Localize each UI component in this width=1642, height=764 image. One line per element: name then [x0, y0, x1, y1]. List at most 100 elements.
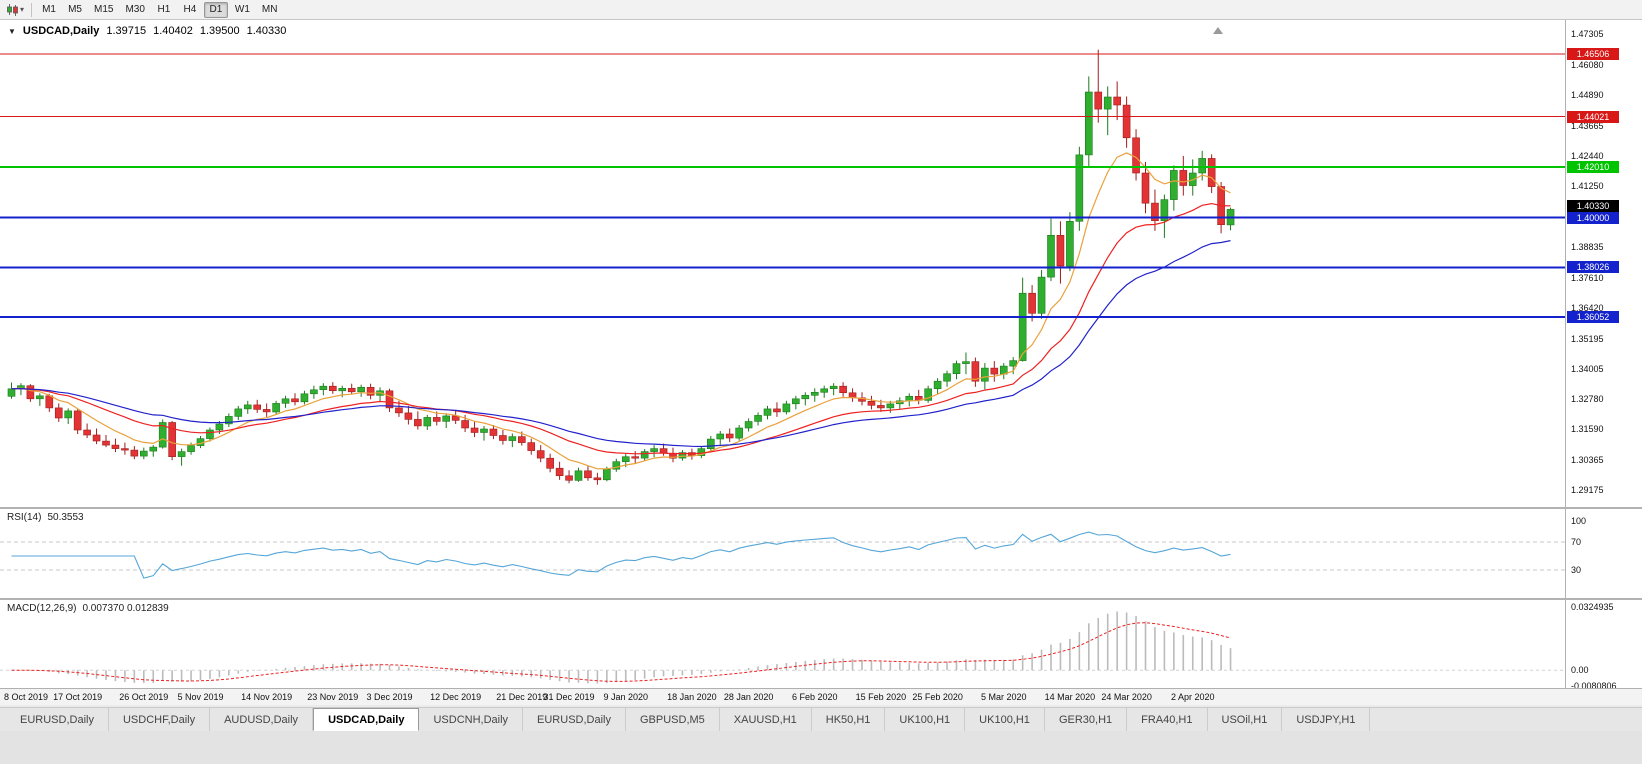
- candle: [971, 357, 980, 387]
- candle: [990, 361, 999, 382]
- candle: [121, 442, 129, 455]
- date-axis-label: 18 Jan 2020: [667, 692, 717, 702]
- date-axis-label: 9 Jan 2020: [603, 692, 649, 702]
- candle: [659, 443, 668, 456]
- timeframe-button-d1[interactable]: D1: [203, 1, 228, 18]
- macd-signal-line: [11, 622, 1231, 682]
- candle: [225, 413, 233, 427]
- chart-tab-bar: EURUSD,Daily USDCHF,Daily AUDUSD,Daily USDC…: [0, 707, 1642, 731]
- close-value: 1.40330: [246, 25, 287, 37]
- candle: [442, 413, 451, 428]
- macd-axis[interactable]: 0.0324935 0.00 -0.0080806: [1565, 600, 1642, 691]
- price-axis-label: 1.31590: [1571, 424, 1604, 435]
- timeframe-button-m1[interactable]: M1: [42, 4, 56, 15]
- candle: [281, 395, 290, 408]
- macd-panel: MACD(12,26,9) 0.007370 0.012839 0.032493…: [0, 598, 1642, 691]
- chart-shift-marker-icon[interactable]: [1213, 27, 1223, 34]
- rsi-label: RSI(14) 50.3553: [7, 512, 84, 523]
- macd-canvas[interactable]: [0, 600, 1565, 688]
- chart-tab-ger30-h1-11[interactable]: GER30,H1: [1044, 708, 1128, 731]
- candle: [1207, 154, 1216, 194]
- rsi-axis[interactable]: 100 70 30: [1565, 509, 1642, 598]
- timeframe-button-h4[interactable]: H4: [183, 4, 197, 15]
- price-chart-canvas[interactable]: [0, 20, 1565, 507]
- candle: [952, 360, 961, 380]
- candle: [36, 393, 44, 406]
- price-axis-label: 1.38835: [1571, 242, 1604, 253]
- timeframe-button-m30[interactable]: M30: [125, 4, 145, 15]
- dropdown-caret-icon[interactable]: ▾: [20, 5, 25, 14]
- chart-tab-usdchf-daily-1[interactable]: USDCHF,Daily: [108, 708, 211, 731]
- candle: [234, 405, 243, 420]
- chart-tab-usdcad-daily-3[interactable]: USDCAD,Daily: [313, 708, 420, 731]
- candle: [111, 438, 120, 453]
- candle: [574, 467, 583, 482]
- timeframe-button-m5[interactable]: M5: [68, 4, 82, 15]
- date-axis-label: 12 Dec 2019: [430, 692, 482, 702]
- macd-label: MACD(12,26,9) 0.007370 0.012839: [7, 603, 169, 614]
- candle: [1037, 270, 1046, 319]
- candle: [886, 400, 895, 413]
- candle: [1094, 49, 1103, 123]
- candle: [300, 390, 309, 405]
- date-axis-label: 3 Dec 2019: [366, 692, 413, 702]
- rsi-name: RSI(14): [7, 512, 42, 523]
- candle: [319, 383, 328, 396]
- chart-tab-fra40-h1-12[interactable]: FRA40,H1: [1127, 708, 1208, 731]
- candle: [773, 402, 781, 417]
- date-axis-label: 21 Dec 2019: [496, 692, 548, 702]
- date-axis[interactable]: 8 Oct 2019 17 Oct 2019 26 Oct 2019 5 Nov 20…: [0, 688, 1642, 705]
- price-axis[interactable]: 1.47305 1.46080 1.44890 1.43665 1.42440 1.412…: [1565, 20, 1642, 507]
- chart-type-icon[interactable]: [4, 2, 22, 18]
- candle: [725, 428, 734, 443]
- candle: [1103, 86, 1112, 136]
- candle: [499, 430, 507, 445]
- chart-tab-gbpusd-m5-6[interactable]: GBPUSD,M5: [626, 708, 720, 731]
- chart-tab-usoil-h1-13[interactable]: USOil,H1: [1207, 708, 1283, 731]
- rsi-axis-label: 70: [1571, 537, 1582, 547]
- candlestick-glyph: [7, 3, 18, 16]
- candle: [1188, 159, 1197, 196]
- candle: [593, 472, 602, 485]
- candle: [310, 385, 318, 399]
- chart-tab-hk50-h1-8[interactable]: HK50,H1: [811, 708, 886, 731]
- rsi-value: 50.3553: [47, 512, 84, 523]
- candle: [376, 387, 384, 402]
- price-tag: 1.38026: [1567, 261, 1619, 274]
- candle: [650, 445, 658, 458]
- chart-tab-eurusd-daily-0[interactable]: EURUSD,Daily: [6, 708, 109, 731]
- rsi-canvas[interactable]: [0, 509, 1565, 598]
- candle: [527, 438, 536, 455]
- candle: [555, 461, 564, 480]
- timeframe-button-w1[interactable]: W1: [234, 4, 250, 15]
- timeframe-button-m15[interactable]: M15: [94, 4, 114, 15]
- chart-tab-audusd-daily-2[interactable]: AUDUSD,Daily: [210, 708, 314, 731]
- candle: [706, 436, 715, 452]
- chart-tab-usdjpy-h1-14[interactable]: USDJPY,H1: [1282, 708, 1371, 731]
- price-axis-label: 1.44890: [1571, 89, 1604, 100]
- candle: [962, 352, 970, 375]
- candle: [168, 421, 176, 461]
- candle: [933, 378, 942, 394]
- candle: [26, 384, 35, 402]
- price-chart-panel: ▼ USDCAD,Daily 1.39715 1.40402 1.39500 1…: [0, 20, 1642, 507]
- chart-tab-usdcnh-daily-4[interactable]: USDCNH,Daily: [419, 708, 524, 731]
- chart-tab-eurusd-daily-5[interactable]: EURUSD,Daily: [523, 708, 626, 731]
- price-axis-label: 1.47305: [1571, 29, 1604, 39]
- chart-tab-uk100-h1-10[interactable]: UK100,H1: [965, 708, 1045, 731]
- price-axis-label: 1.35195: [1571, 333, 1604, 344]
- chart-tab-uk100-h1-9[interactable]: UK100,H1: [885, 708, 966, 731]
- price-axis-label: 1.46080: [1571, 59, 1604, 70]
- date-axis-label: 14 Mar 2020: [1044, 692, 1096, 702]
- low-value: 1.39500: [199, 25, 240, 37]
- macd-axis-label: -0.0080806: [1571, 681, 1617, 691]
- timeframe-button-h1[interactable]: H1: [157, 4, 171, 15]
- candle: [253, 399, 261, 413]
- candle: [1170, 165, 1178, 211]
- timeframe-button-mn[interactable]: MN: [261, 4, 278, 15]
- collapse-arrow-icon[interactable]: ▼: [8, 26, 16, 36]
- date-axis-label: 23 Nov 2019: [307, 692, 359, 702]
- candle: [149, 445, 158, 457]
- candle: [546, 453, 554, 473]
- chart-tab-xauusd-h1-7[interactable]: XAUUSD,H1: [719, 708, 812, 731]
